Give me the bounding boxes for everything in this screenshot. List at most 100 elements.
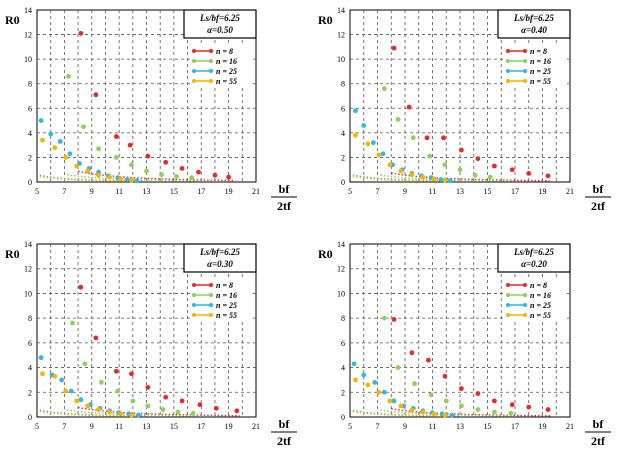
y-tick-label: 4 — [341, 129, 345, 138]
data-point-n55 — [118, 411, 123, 417]
data-point-n8 — [458, 386, 464, 391]
legend-label: n = 25 — [216, 67, 237, 76]
data-point-n16 — [381, 315, 387, 321]
x-tick-label: 13 — [456, 187, 464, 196]
x-tick-label: 11 — [115, 187, 123, 196]
x-tick-label: 15 — [170, 187, 178, 196]
data-point-n55 — [353, 132, 358, 138]
data-point-n8 — [78, 284, 84, 290]
x-tick-label: 15 — [484, 422, 492, 431]
data-point-n16 — [458, 403, 464, 409]
data-point-n16 — [443, 398, 449, 404]
y-tick-label: 6 — [28, 104, 32, 113]
data-point-n25 — [68, 388, 74, 394]
y-axis-label: R0 — [5, 247, 20, 261]
parameter-ratio-label: Ls/bf=6.25 — [199, 247, 240, 257]
data-point-n8 — [163, 159, 169, 165]
trend-line-n16 — [66, 174, 198, 182]
data-point-n16 — [395, 116, 401, 122]
y-tick-label: 4 — [28, 364, 32, 373]
y-tick-label: 14 — [24, 6, 32, 15]
legend-label: n = 55 — [530, 311, 551, 320]
x-tick-label: 9 — [90, 187, 94, 196]
chart-panel-3: 5 7 9 11 13 15 17 19 21 0 2 4 6 8 10 12 14 R0 bf 2tf Ls/bf=6… — [5, 240, 297, 448]
legend-label: n = 16 — [530, 57, 551, 66]
data-point-n55 — [365, 141, 371, 147]
y-axis-label-text: R0 — [318, 13, 333, 27]
data-point-n8 — [491, 398, 497, 404]
data-point-n8 — [179, 398, 185, 404]
data-point-n55 — [129, 177, 134, 183]
x-tick-label: 19 — [225, 422, 233, 431]
legend-label: n = 8 — [216, 47, 233, 56]
data-point-n25 — [381, 389, 387, 395]
data-point-n8 — [226, 174, 232, 180]
x-axis-label-denominator: 2tf — [277, 199, 292, 213]
data-point-n55 — [409, 172, 415, 178]
x-tick-label: 19 — [225, 187, 233, 196]
data-point-n55 — [52, 145, 58, 151]
data-point-n8 — [545, 407, 551, 412]
parameter-box — [497, 243, 571, 273]
parameter-box — [183, 9, 257, 39]
data-point-n8 — [163, 394, 169, 400]
trend-line-n8 — [391, 408, 551, 417]
data-point-n16 — [129, 162, 134, 168]
data-point-n25 — [361, 372, 367, 378]
data-point-n8 — [409, 350, 415, 356]
trend-line-n55 — [39, 410, 140, 417]
y-tick-label: 10 — [24, 289, 32, 298]
data-point-n55 — [96, 407, 101, 412]
data-point-n55 — [96, 172, 101, 178]
x-tick-label: 19 — [539, 187, 547, 196]
x-tick-label: 21 — [252, 422, 260, 431]
y-axis-label-text: R0 — [5, 247, 20, 261]
parameter-alpha-label: α=0.20 — [521, 259, 547, 269]
legend-label: n = 25 — [530, 67, 551, 76]
legend-marker — [209, 79, 213, 83]
data-point-n16 — [175, 409, 181, 415]
y-tick-label: 0 — [28, 413, 32, 422]
data-point-n55 — [74, 163, 80, 169]
data-point-n16 — [189, 175, 195, 181]
data-point-n55 — [442, 412, 448, 418]
data-point-n8 — [145, 384, 151, 390]
x-tick-label: 21 — [566, 187, 574, 196]
data-point-n25 — [380, 151, 386, 157]
data-point-n55 — [387, 162, 393, 168]
data-point-n55 — [420, 409, 426, 415]
data-point-n25 — [438, 177, 444, 182]
x-tick-label: 5 — [35, 422, 39, 431]
data-point-n25 — [135, 412, 141, 418]
data-point-n55 — [63, 155, 69, 160]
data-point-n16 — [410, 135, 416, 141]
y-tick-label: 14 — [337, 6, 345, 15]
legend-label: n = 8 — [530, 281, 547, 290]
data-point-n55 — [398, 403, 404, 409]
data-point-n55 — [85, 403, 91, 409]
x-tick-label: 7 — [62, 422, 66, 431]
data-point-n16 — [159, 172, 164, 178]
x-tick-label: 11 — [429, 187, 437, 196]
data-point-n55 — [431, 411, 437, 417]
data-point-n8 — [475, 391, 481, 396]
legend-marker — [506, 69, 510, 73]
data-point-n16 — [96, 146, 101, 152]
data-point-n25 — [134, 178, 140, 184]
data-point-n8 — [93, 335, 99, 341]
data-point-n8 — [509, 402, 515, 408]
legend-marker — [209, 49, 213, 53]
legend-marker — [209, 293, 213, 297]
data-point-n8 — [78, 30, 84, 36]
parameter-alpha-label: α=0.40 — [521, 25, 547, 35]
data-point-n25 — [57, 139, 63, 144]
data-point-n55 — [118, 176, 123, 182]
x-axis-label-numerator: bf — [593, 417, 605, 431]
legend-marker — [192, 79, 196, 83]
x-tick-label: 7 — [376, 187, 380, 196]
legend-marker — [506, 49, 510, 53]
x-tick-label: 13 — [456, 422, 464, 431]
x-tick-label: 17 — [197, 422, 205, 431]
data-point-n55 — [40, 371, 45, 377]
data-point-n16 — [113, 155, 119, 160]
